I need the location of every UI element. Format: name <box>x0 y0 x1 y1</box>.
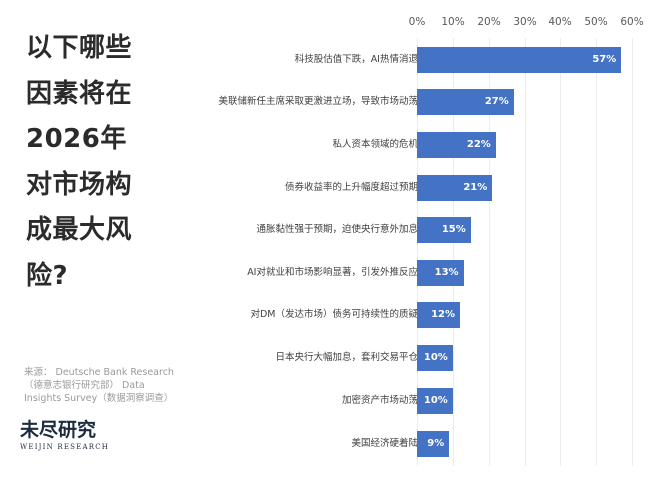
category-label: 通胀黏性强于预期，迫使央行意外加息 <box>256 224 418 235</box>
bar-value-label: 57% <box>592 54 617 65</box>
bar-value-label: 9% <box>427 438 445 449</box>
title-line: 成最大风 <box>26 215 133 245</box>
bar-value-label: 12% <box>431 309 455 320</box>
title-line: 对市场构 <box>26 169 133 200</box>
category-label: 日本央行大幅加息，套利交易平仓 <box>275 352 418 363</box>
gridline <box>417 38 418 466</box>
logo: 未尽研究 WEIJIN RESEARCH <box>20 420 109 451</box>
gridline <box>632 38 633 466</box>
source-note: 来源： Deutsche Bank Research（德意志银行研究部） Dat… <box>24 367 174 404</box>
bar-value-label: 21% <box>463 182 488 193</box>
title-line: 险? <box>26 260 69 291</box>
bar: 13% <box>417 260 464 286</box>
category-label: AI对就业和市场影响显著，引发外推反应 <box>247 267 418 278</box>
gridline <box>560 38 561 466</box>
x-tick-label: 50% <box>584 16 608 28</box>
bar-value-label: 27% <box>484 96 509 107</box>
gridline <box>489 38 490 466</box>
bar-value-label: 15% <box>441 224 466 235</box>
category-label: 债券收益率的上升幅度超过预期 <box>284 182 418 193</box>
gridline <box>596 38 597 466</box>
category-label: 美国经济硬着陆 <box>351 438 418 449</box>
bar: 27% <box>417 89 514 115</box>
category-label: 加密资产市场动荡 <box>341 395 418 406</box>
bar: 21% <box>417 175 493 201</box>
bar-value-label: 10% <box>423 352 448 363</box>
bar-value-label: 13% <box>434 267 459 278</box>
bar: 22% <box>417 132 496 158</box>
x-tick-label: 0% <box>408 16 426 28</box>
x-tick-label: 30% <box>513 16 537 28</box>
title-line: 因素将在 <box>26 78 133 109</box>
bar: 12% <box>417 302 460 328</box>
x-tick-label: 40% <box>548 16 572 28</box>
title-line: 2026年 <box>26 124 127 154</box>
gridline <box>525 38 526 466</box>
bar: 10% <box>417 388 453 414</box>
bar: 9% <box>417 431 450 457</box>
x-tick-label: 10% <box>441 16 465 28</box>
x-tick-label: 60% <box>620 16 644 28</box>
category-label: 美联储新任主席采取更激进立场，导致市场动荡 <box>218 96 418 107</box>
title-line: 以下哪些 <box>26 33 133 63</box>
logo-en: WEIJIN RESEARCH <box>20 443 110 451</box>
category-label: 科技股估值下跌，AI热情消退 <box>294 54 418 65</box>
logo-cn: 未尽研究 <box>20 419 97 441</box>
bar-value-label: 22% <box>466 139 491 150</box>
bar: 10% <box>417 345 453 371</box>
page-title: 以下哪些 因素将在 2026年 对市场构 成最大风 险? <box>26 26 176 299</box>
bar-value-label: 10% <box>423 395 448 406</box>
category-label: 对DM（发达市场）债务可持续性的质疑 <box>250 309 418 320</box>
category-label: 私人资本领域的危机 <box>332 139 418 150</box>
bar: 15% <box>417 217 471 243</box>
x-tick-label: 20% <box>477 16 501 28</box>
gridline <box>453 38 454 466</box>
bar: 57% <box>417 47 622 73</box>
